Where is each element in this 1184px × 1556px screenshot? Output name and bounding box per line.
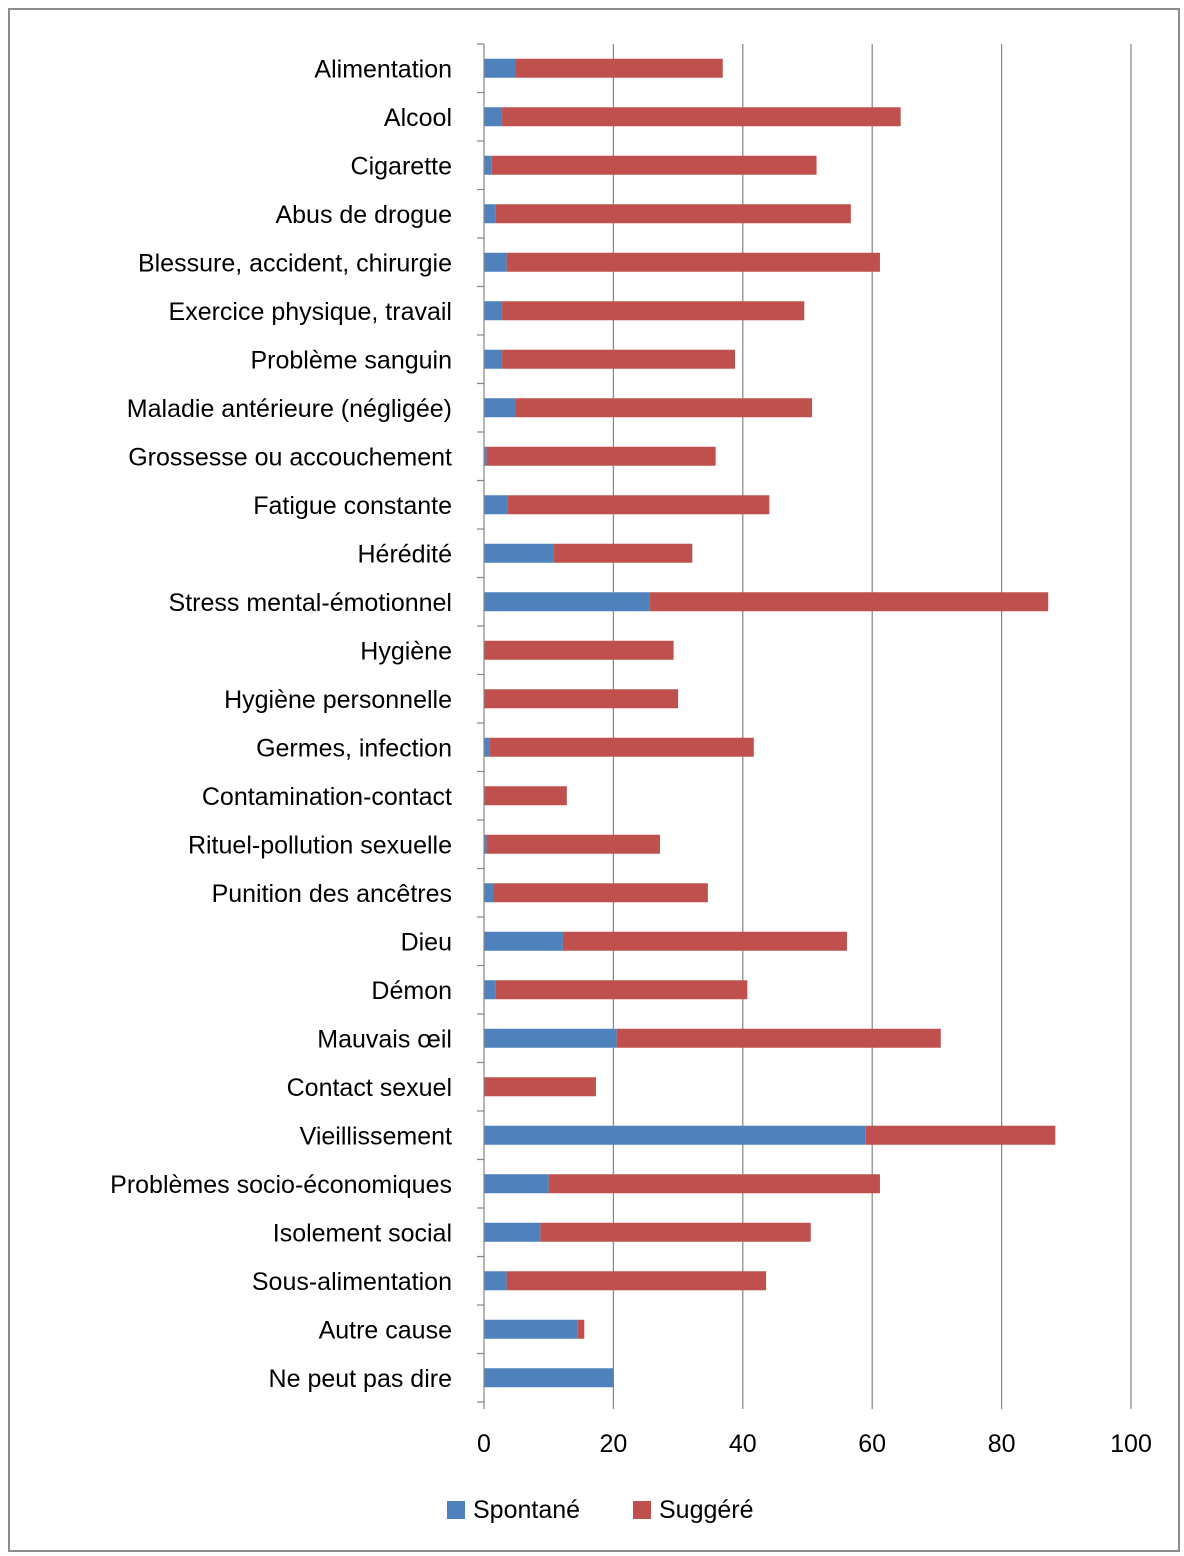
x-tick-label-100: 100 bbox=[1110, 1430, 1152, 1458]
bar-spontane-14 bbox=[484, 737, 490, 757]
bar-suggere-18 bbox=[562, 931, 847, 951]
bar-suggere-19 bbox=[495, 980, 748, 1000]
category-label: Contact sexuel bbox=[287, 1074, 452, 1102]
bar-spontane-20 bbox=[484, 1028, 617, 1048]
category-label: Blessure, accident, chirurgie bbox=[138, 249, 452, 277]
bar-suggere-24 bbox=[540, 1222, 811, 1242]
bar-spontane-27 bbox=[484, 1368, 614, 1388]
legend-swatch-suggere bbox=[633, 1501, 651, 1519]
bar-suggere-26 bbox=[577, 1319, 585, 1339]
bar-spontane-24 bbox=[484, 1222, 541, 1242]
legend-label-suggere: Suggéré bbox=[659, 1496, 754, 1524]
category-label: Stress mental-émotionnel bbox=[169, 589, 452, 617]
bars bbox=[484, 58, 1056, 1388]
gridlines bbox=[612, 44, 1132, 1402]
category-label: Hérédité bbox=[358, 540, 453, 568]
bar-suggere-20 bbox=[616, 1028, 941, 1048]
bar-suggere-3 bbox=[495, 204, 851, 224]
category-label: Hygiène bbox=[360, 637, 452, 665]
category-label: Autre cause bbox=[319, 1316, 452, 1344]
bar-suggere-14 bbox=[489, 737, 754, 757]
bar-spontane-19 bbox=[484, 980, 496, 1000]
category-label: Dieu bbox=[401, 928, 452, 956]
bar-suggere-12 bbox=[484, 640, 674, 660]
bar-suggere-7 bbox=[515, 398, 813, 418]
bar-spontane-7 bbox=[484, 398, 516, 418]
bar-spontane-5 bbox=[484, 301, 503, 321]
category-label: Alimentation bbox=[314, 55, 452, 83]
bar-suggere-15 bbox=[484, 786, 567, 806]
category-label: Rituel-pollution sexuelle bbox=[188, 831, 452, 859]
bar-suggere-16 bbox=[486, 834, 660, 854]
category-label: Problème sanguin bbox=[250, 346, 452, 374]
bar-suggere-17 bbox=[493, 883, 708, 903]
bar-suggere-9 bbox=[507, 495, 770, 515]
category-label: Cigarette bbox=[351, 152, 452, 180]
bar-spontane-23 bbox=[484, 1174, 549, 1194]
category-label: Alcool bbox=[384, 104, 452, 132]
legend-label-spontane: Spontané bbox=[473, 1496, 580, 1524]
x-tick-label-20: 20 bbox=[599, 1430, 627, 1458]
bar-spontane-25 bbox=[484, 1271, 507, 1291]
bar-spontane-11 bbox=[484, 592, 650, 612]
x-tick-label-0: 0 bbox=[477, 1430, 491, 1458]
category-label: Abus de drogue bbox=[275, 201, 452, 229]
category-label: Maladie antérieure (négligée) bbox=[127, 395, 452, 423]
bar-suggere-4 bbox=[506, 252, 880, 272]
category-label: Fatigue constante bbox=[253, 492, 452, 520]
bar-suggere-11 bbox=[649, 592, 1049, 612]
bar-suggere-13 bbox=[484, 689, 679, 709]
category-label: Hygiène personnelle bbox=[224, 686, 452, 714]
bar-spontane-10 bbox=[484, 543, 554, 563]
bar-spontane-0 bbox=[484, 58, 516, 78]
bar-suggere-22 bbox=[865, 1125, 1056, 1145]
bar-spontane-8 bbox=[484, 446, 487, 466]
bar-suggere-10 bbox=[553, 543, 693, 563]
category-label: Démon bbox=[371, 977, 452, 1005]
category-labels: Alimentation Alcool Cigarette Abus de drogu… bbox=[110, 55, 452, 1393]
x-tick-label-60: 60 bbox=[858, 1430, 886, 1458]
bar-spontane-16 bbox=[484, 834, 487, 854]
category-label: Problèmes socio-économiques bbox=[110, 1171, 452, 1199]
tick-labels: 0 20 40 60 80 100 bbox=[477, 1430, 1152, 1458]
legend-swatch-spontane bbox=[447, 1501, 465, 1519]
bar-spontane-4 bbox=[484, 252, 507, 272]
bar-spontane-9 bbox=[484, 495, 508, 515]
bar-suggere-2 bbox=[491, 155, 817, 175]
bar-suggere-23 bbox=[548, 1174, 880, 1194]
bar-spontane-3 bbox=[484, 204, 496, 224]
category-label: Grossesse ou accouchement bbox=[128, 443, 452, 471]
bar-suggere-5 bbox=[502, 301, 805, 321]
bar-suggere-25 bbox=[506, 1271, 767, 1291]
bar-suggere-1 bbox=[502, 107, 901, 127]
x-tick-label-40: 40 bbox=[729, 1430, 757, 1458]
legend: Spontané Suggéré bbox=[447, 1496, 754, 1524]
category-label: Vieillissement bbox=[300, 1122, 452, 1150]
bar-spontane-1 bbox=[484, 107, 503, 127]
bar-spontane-17 bbox=[484, 883, 494, 903]
bar-spontane-18 bbox=[484, 931, 563, 951]
category-label: Mauvais œil bbox=[317, 1025, 452, 1053]
bar-spontane-2 bbox=[484, 155, 492, 175]
category-label: Punition des ancêtres bbox=[212, 880, 452, 908]
bar-suggere-21 bbox=[484, 1077, 596, 1097]
bar-suggere-8 bbox=[486, 446, 716, 466]
category-label: Germes, infection bbox=[256, 734, 452, 762]
category-label: Isolement social bbox=[273, 1219, 452, 1247]
x-tick-label-80: 80 bbox=[988, 1430, 1016, 1458]
category-label: Sous-alimentation bbox=[252, 1268, 452, 1296]
category-label: Contamination-contact bbox=[202, 783, 452, 811]
category-label: Ne peut pas dire bbox=[269, 1365, 452, 1393]
bar-spontane-6 bbox=[484, 349, 503, 369]
category-label: Exercice physique, travail bbox=[169, 298, 452, 326]
bar-spontane-26 bbox=[484, 1319, 578, 1339]
axes bbox=[477, 43, 1132, 1409]
bar-spontane-22 bbox=[484, 1125, 866, 1145]
bar-suggere-6 bbox=[502, 349, 736, 369]
bar-suggere-0 bbox=[515, 58, 723, 78]
